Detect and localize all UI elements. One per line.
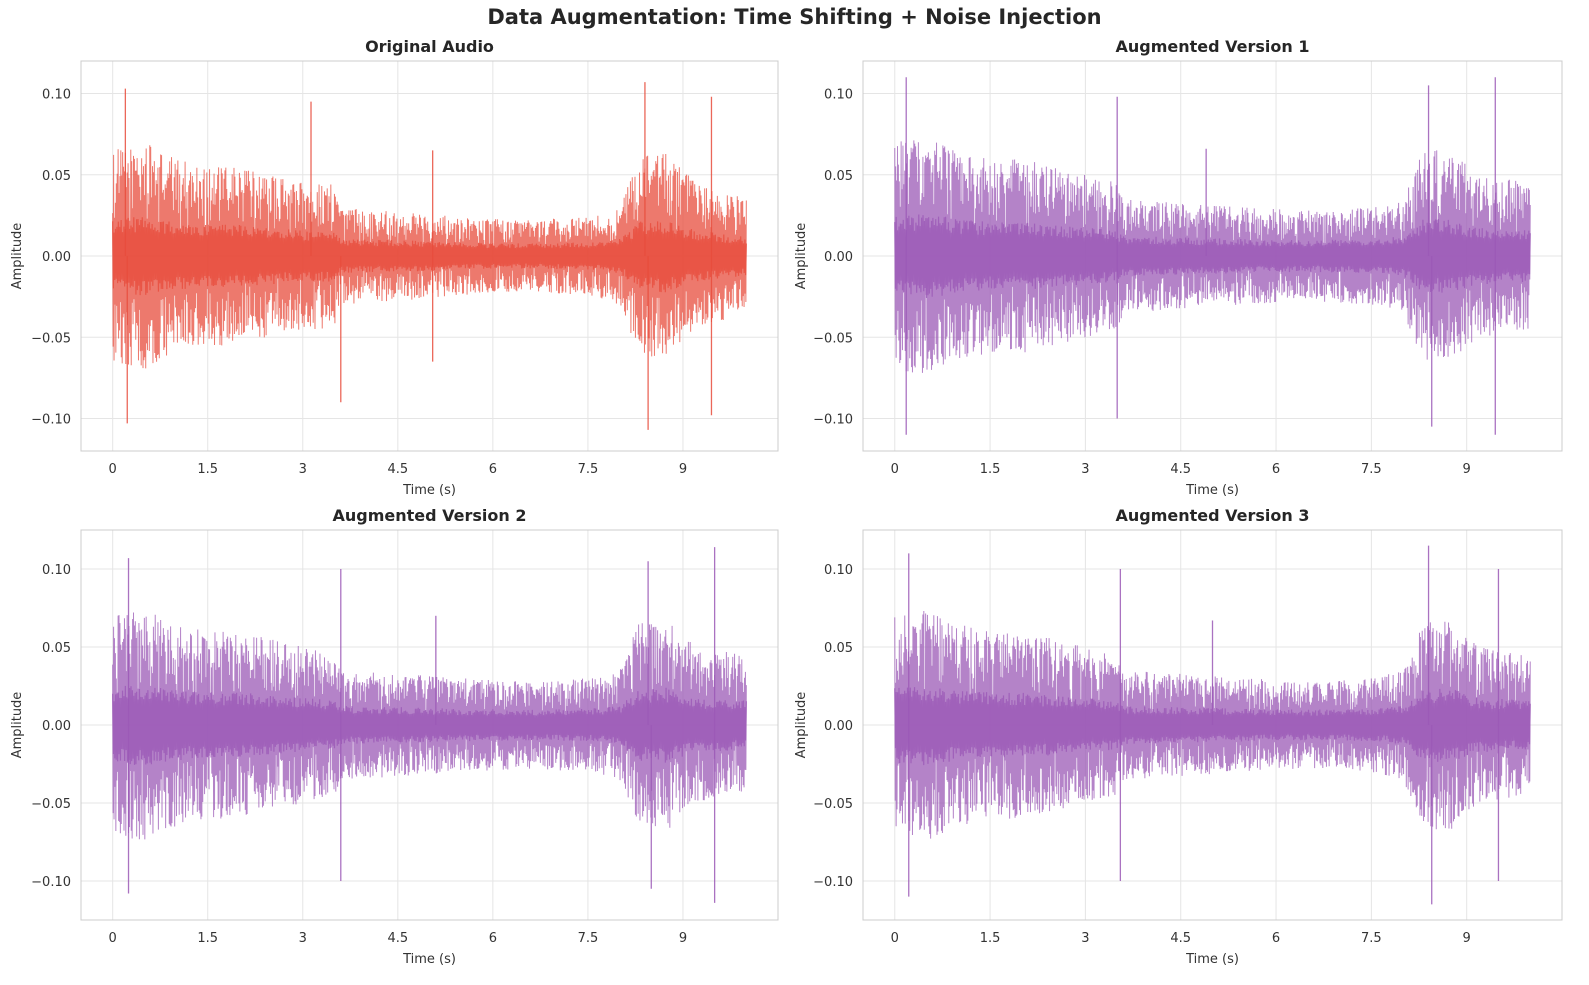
- x-tick-label: 4.5: [1170, 462, 1191, 477]
- x-tick-label: 7.5: [1361, 462, 1382, 477]
- chart-augmented-version-1: 0 1.5 3 4.5 6 7.5 9 −0.10 −0.05 0.00 0.05 0.10 Augme…: [784, 32, 1578, 502]
- axes-frame: [80, 60, 779, 452]
- y-tick-label: 0.05: [824, 169, 853, 184]
- y-tick-label: −0.05: [813, 331, 853, 346]
- chart-title: Augmented Version 2: [332, 506, 526, 525]
- x-tick-label: 1.5: [197, 462, 218, 477]
- chart-title: Original Audio: [365, 37, 494, 56]
- waveform-core: [112, 685, 747, 765]
- y-axis-label: Amplitude: [10, 692, 25, 759]
- y-tick-label: 0.00: [42, 719, 71, 734]
- x-tick-label: 3: [1081, 931, 1089, 946]
- x-tick-label: 4.5: [387, 931, 408, 946]
- x-tick-label: 3: [1081, 462, 1089, 477]
- chart-title: Augmented Version 3: [1115, 506, 1309, 525]
- y-tick-label: 0.00: [824, 250, 853, 265]
- x-tick-label: 6: [489, 931, 497, 946]
- y-tick-label: −0.10: [31, 875, 71, 890]
- y-tick-label: 0.10: [824, 88, 853, 103]
- x-tick-label: 9: [1463, 462, 1471, 477]
- y-tick-label: −0.05: [31, 331, 71, 346]
- y-tick-label: 0.05: [824, 641, 853, 656]
- x-axis-label: Time (s): [1185, 952, 1239, 967]
- x-axis-label: Time (s): [402, 483, 456, 498]
- chart-svg: 0 1.5 3 4.5 6 7.5 9 −0.10 −0.05 0.00 0.05 0.10 Augme…: [10, 506, 779, 967]
- x-tick-label: 3: [299, 462, 307, 477]
- x-tick-label: 9: [679, 462, 687, 477]
- chart-augmented-version-2: 0 1.5 3 4.5 6 7.5 9 −0.10 −0.05 0.00 0.05 0.10 Augme…: [0, 500, 794, 974]
- chart-title: Augmented Version 1: [1115, 37, 1309, 56]
- x-tick-label: 0: [109, 931, 117, 946]
- y-tick-label: 0.10: [824, 563, 853, 578]
- y-axis-label: Amplitude: [10, 223, 25, 290]
- x-tick-label: 1.5: [980, 462, 1001, 477]
- y-tick-label: −0.10: [813, 875, 853, 890]
- x-tick-label: 0: [891, 462, 899, 477]
- y-tick-label: 0.10: [42, 88, 71, 103]
- x-tick-label: 4.5: [387, 462, 408, 477]
- chart-svg: 0 1.5 3 4.5 6 7.5 9 −0.10 −0.05 0.00 0.05 0.10 Origi…: [10, 37, 779, 498]
- y-tick-label: −0.05: [813, 797, 853, 812]
- y-axis-label: Amplitude: [794, 223, 809, 290]
- chart-augmented-version-3: 0 1.5 3 4.5 6 7.5 9 −0.10 −0.05 0.00 0.05 0.10 Augme…: [784, 500, 1578, 974]
- axes-frame: [862, 60, 1563, 452]
- axes-frame: [80, 529, 779, 921]
- y-tick-label: 0.05: [42, 169, 71, 184]
- x-tick-label: 7.5: [1361, 931, 1382, 946]
- chart-svg: 0 1.5 3 4.5 6 7.5 9 −0.10 −0.05 0.00 0.05 0.10 Augme…: [794, 37, 1563, 498]
- x-tick-label: 6: [1272, 462, 1280, 477]
- x-axis-label: Time (s): [1185, 483, 1239, 498]
- waveform-core: [894, 214, 1531, 299]
- y-tick-label: 0.00: [824, 719, 853, 734]
- y-tick-label: 0.05: [42, 641, 71, 656]
- axes-frame: [862, 529, 1563, 921]
- y-tick-label: −0.10: [31, 413, 71, 428]
- x-tick-label: 7.5: [578, 931, 599, 946]
- x-tick-label: 6: [1272, 931, 1280, 946]
- x-tick-label: 9: [679, 931, 687, 946]
- y-tick-label: −0.05: [31, 797, 71, 812]
- x-tick-label: 9: [1463, 931, 1471, 946]
- y-tick-label: −0.10: [813, 413, 853, 428]
- chart-original-audio: 0 1.5 3 4.5 6 7.5 9 −0.10 −0.05 0.00 0.05 0.10 Origi…: [0, 32, 794, 502]
- x-tick-label: 4.5: [1170, 931, 1191, 946]
- waveform-core: [112, 217, 747, 296]
- x-tick-label: 7.5: [578, 462, 599, 477]
- x-tick-label: 3: [299, 931, 307, 946]
- y-tick-label: 0.10: [42, 563, 71, 578]
- y-tick-label: 0.00: [42, 250, 71, 265]
- x-tick-label: 1.5: [197, 931, 218, 946]
- x-tick-label: 0: [109, 462, 117, 477]
- y-axis-label: Amplitude: [794, 692, 809, 759]
- x-tick-label: 1.5: [980, 931, 1001, 946]
- figure-title: Data Augmentation: Time Shifting + Noise…: [487, 5, 1102, 29]
- x-axis-label: Time (s): [402, 952, 456, 967]
- x-tick-label: 0: [891, 931, 899, 946]
- x-tick-label: 6: [489, 462, 497, 477]
- chart-svg: 0 1.5 3 4.5 6 7.5 9 −0.10 −0.05 0.00 0.05 0.10 Augme…: [794, 506, 1563, 967]
